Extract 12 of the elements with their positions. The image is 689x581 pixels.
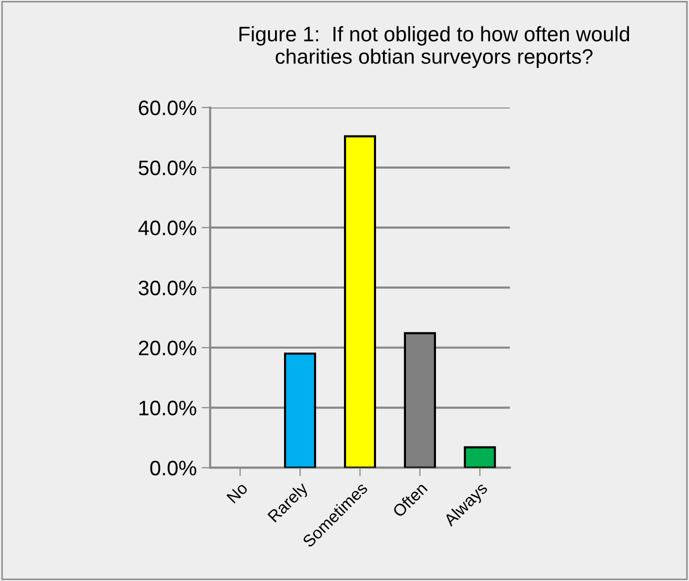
y-tick-label: 10.0% [139, 400, 196, 416]
chart-title: Figure 1: If not obliged to how often would charities obtian surveyors reports? [239, 26, 630, 68]
y-tick-label: 40.0% [138, 220, 196, 236]
bar [464, 446, 496, 468]
y-tick-label: 0.0% [150, 460, 196, 476]
x-tick-label: No [226, 482, 248, 504]
y-tick-label: 60.0% [138, 100, 196, 116]
y-tick-label: 20.0% [138, 340, 196, 356]
bar [284, 352, 316, 468]
y-tick-label: 50.0% [138, 160, 196, 176]
bar [344, 135, 376, 468]
y-tick-label: 30.0% [138, 280, 196, 296]
